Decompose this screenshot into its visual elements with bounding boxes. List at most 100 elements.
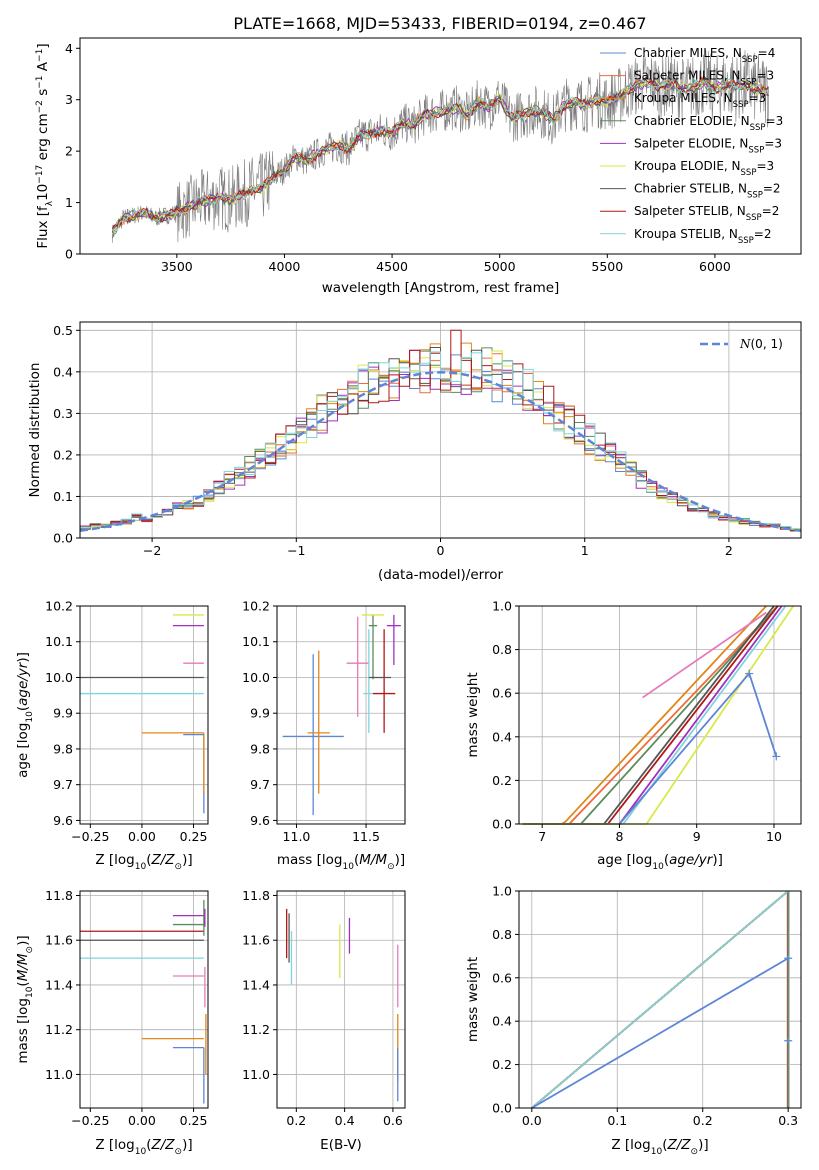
y-tick-label: 11.2 — [45, 1022, 73, 1037]
y-tick-label: 11.8 — [242, 888, 270, 903]
x-tick-label: 0.25 — [180, 829, 208, 844]
y-axis-label: mass weight — [465, 957, 481, 1042]
massweight-vs-age-panel: 7 8 9 10 0.0 0.2 0.4 0.6 0.8 1.0 age [log10(age/yr… — [465, 599, 802, 872]
x-axis-label: Z [log10(Z/Z⊙)] — [95, 852, 192, 872]
y-tick-label: 0.6 — [492, 970, 512, 985]
spectrum-panel: 3500 4000 4500 5000 5500 6000 0 1 2 3 4 wavelength … — [35, 37, 802, 296]
y-tick-label: 0.1 — [53, 489, 73, 504]
weight-marker — [784, 1037, 793, 1044]
y-tick-label: 9.8 — [53, 741, 73, 756]
y-tick-label: 0.2 — [492, 773, 512, 788]
y-tick-label: 11.0 — [45, 1067, 73, 1082]
x-tick-label: −2 — [143, 543, 161, 558]
y-tick-label: 10.1 — [45, 634, 73, 649]
x-tick-label: 5000 — [484, 259, 516, 274]
x-tick-label: 11.5 — [352, 829, 380, 844]
y-tick-label: 11.2 — [242, 1022, 270, 1037]
y-tick-label: 0.4 — [492, 1014, 512, 1029]
y-tick-label: 0.5 — [53, 323, 73, 338]
x-tick-label: −0.25 — [71, 829, 109, 844]
x-tick-label: 0 — [437, 543, 445, 558]
x-tick-label: 0.2 — [286, 1113, 306, 1128]
x-tick-label: 0.2 — [693, 1113, 713, 1128]
mass-vs-ebv-panel: 0.2 0.4 0.6 11.0 11.2 11.4 11.6 11.8 E(B-V) — [242, 888, 406, 1153]
weight-marker — [745, 669, 754, 678]
legend-entry: Kroupa MILES, NSSP=3 — [634, 91, 766, 110]
y-tick-label: 11.4 — [45, 977, 73, 992]
legend-entry: Salpeter MILES, NSSP=3 — [634, 69, 774, 88]
massweight-vs-metallicity-panel: 0.0 0.1 0.2 0.3 0.0 0.2 0.4 0.6 0.8 1.0 Z [log10(Z… — [465, 884, 802, 1157]
y-tick-label: 10.1 — [242, 634, 270, 649]
y-tick-label: 1.0 — [492, 884, 512, 899]
x-axis-label: Z [log10(Z/Z⊙)] — [95, 1137, 192, 1157]
y-axis-label: age [log10(age/yr)] — [15, 652, 35, 778]
x-tick-label: 0.00 — [128, 829, 156, 844]
legend-entry: Chabrier MILES, NSSP=4 — [634, 46, 775, 65]
y-tick-label: 2 — [65, 144, 73, 159]
y-axis-label: Flux [fλ10−17 erg cm−2 s−1 A−1] — [35, 43, 55, 248]
legend-entry: Salpeter STELIB, NSSP=2 — [634, 204, 779, 223]
y-tick-label: 10.0 — [45, 670, 73, 685]
y-tick-label: 0 — [65, 247, 73, 262]
y-tick-label: 10.0 — [242, 670, 270, 685]
cumulative-weight-line — [561, 605, 767, 825]
y-tick-label: 9.9 — [53, 706, 73, 721]
y-tick-label: 11.0 — [242, 1067, 270, 1082]
cumulative-weight-line — [607, 605, 779, 825]
x-tick-label: 5500 — [591, 259, 623, 274]
age-vs-metallicity-panel: −0.25 0.00 0.25 9.6 9.7 9.8 9.9 10.0 10.1 10.2 Z [… — [15, 599, 209, 872]
axes-frame — [276, 890, 406, 1109]
legend-entry: Salpeter ELODIE, NSSP=3 — [634, 136, 782, 155]
x-tick-label: 8 — [615, 829, 623, 844]
axes-frame — [518, 605, 802, 825]
x-tick-label: 10 — [766, 829, 782, 844]
model-spectrum-line — [111, 75, 769, 229]
x-tick-label: 3500 — [161, 259, 193, 274]
y-tick-label: 0.4 — [53, 364, 73, 379]
y-tick-label: 3 — [65, 92, 73, 107]
x-tick-label: 1 — [581, 543, 589, 558]
x-tick-label: 6000 — [699, 259, 731, 274]
cumulative-weight-line — [531, 890, 789, 1109]
x-tick-label: 11.0 — [283, 829, 311, 844]
y-tick-label: 9.8 — [250, 741, 270, 756]
y-tick-label: 4 — [65, 41, 73, 56]
x-tick-label: 0.1 — [607, 1113, 627, 1128]
x-tick-label: 0.00 — [128, 1113, 156, 1128]
cumulative-weight-line — [603, 605, 775, 825]
y-tick-label: 11.6 — [242, 933, 270, 948]
legend-entry: Kroupa ELODIE, NSSP=3 — [634, 159, 774, 178]
y-tick-label: 10.2 — [45, 599, 73, 614]
y-tick-label: 9.7 — [250, 777, 270, 792]
legend-entry: Chabrier STELIB, NSSP=2 — [634, 182, 781, 201]
x-axis-label: wavelength [Angstrom, rest frame] — [322, 280, 560, 296]
x-tick-label: 2 — [725, 543, 733, 558]
cumulative-weight-line — [618, 605, 783, 825]
x-axis-label: E(B-V) — [320, 1137, 362, 1153]
x-tick-label: 0.0 — [522, 1113, 542, 1128]
y-tick-label: 1.0 — [492, 599, 512, 614]
x-axis-label: age [log10(age/yr)] — [597, 852, 723, 872]
y-axis-label: mass weight — [465, 672, 481, 757]
y-tick-label: 11.4 — [242, 977, 270, 992]
legend-entry: Chabrier ELODIE, NSSP=3 — [634, 114, 783, 133]
axes-frame — [79, 37, 802, 255]
x-tick-label: 9 — [693, 829, 701, 844]
x-tick-label: 4500 — [376, 259, 408, 274]
y-tick-label: 0.4 — [492, 729, 512, 744]
histogram-series — [80, 351, 801, 530]
x-tick-label: 0.4 — [335, 1113, 355, 1128]
x-tick-label: 4000 — [269, 259, 301, 274]
y-tick-label: 9.9 — [250, 706, 270, 721]
x-tick-label: −1 — [287, 543, 305, 558]
y-axis-label: mass [log10(M/M⊙)] — [15, 935, 35, 1063]
x-axis-label: (data-model)/error — [378, 567, 504, 583]
y-tick-label: 0.8 — [492, 927, 512, 942]
weight-marker — [772, 752, 781, 761]
model-spectrum-line — [112, 77, 769, 232]
cumulative-weight-line — [642, 611, 767, 699]
axes-frame — [79, 890, 209, 1109]
chabrier-miles-weight-line — [531, 957, 789, 1109]
x-tick-label: −0.25 — [71, 1113, 109, 1128]
